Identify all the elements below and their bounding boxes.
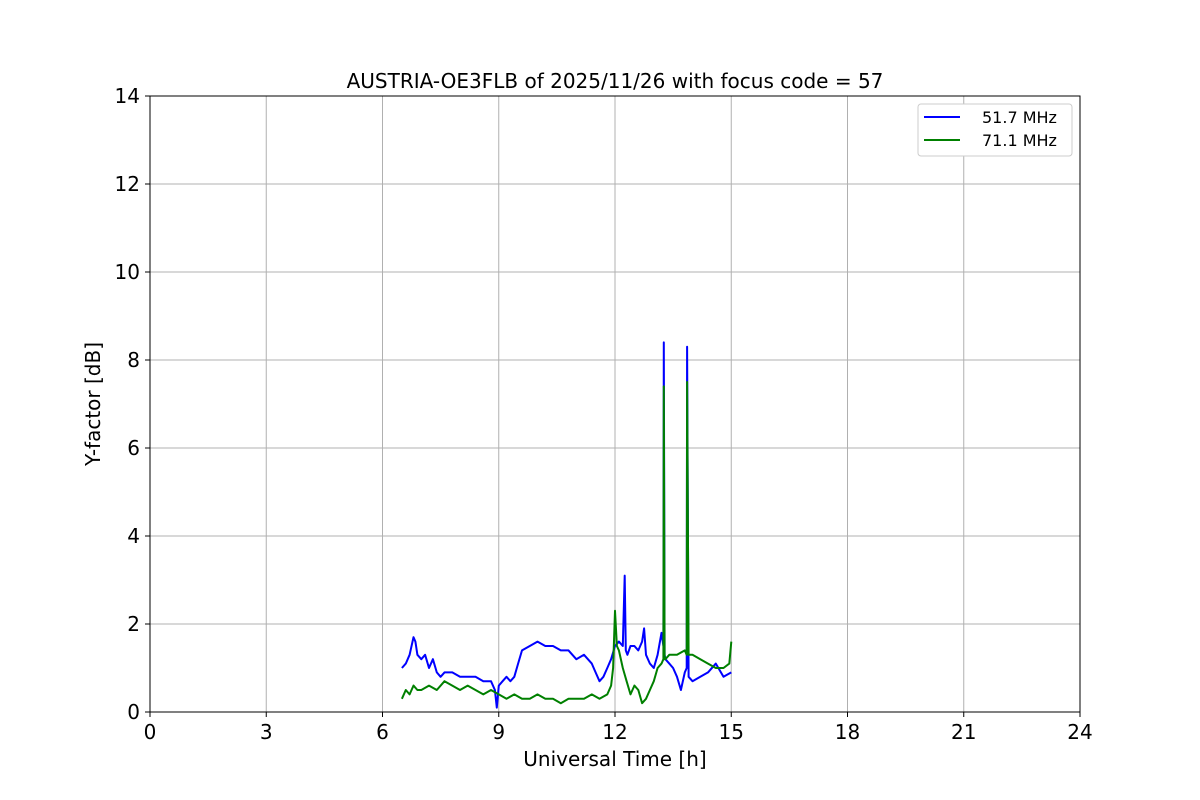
x-tick-label: 24 <box>1067 720 1092 744</box>
legend: 51.7 MHz 71.1 MHz <box>917 103 1073 157</box>
y-tick-label: 12 <box>115 172 140 196</box>
series-group <box>400 341 733 709</box>
x-tick-label: 3 <box>260 720 273 744</box>
legend-label-51-7-mhz: 51.7 MHz <box>982 108 1057 127</box>
x-tick-label: 6 <box>376 720 389 744</box>
chart-title: AUSTRIA-OE3FLB of 2025/11/26 with focus … <box>347 69 884 93</box>
legend-label-71-1-mhz: 71.1 MHz <box>982 131 1057 150</box>
series-line-51-7-mhz <box>401 341 732 709</box>
x-tick-label: 15 <box>719 720 744 744</box>
y-tick-label: 4 <box>127 524 140 548</box>
y-tick-label: 0 <box>127 700 140 724</box>
x-tick-label: 21 <box>951 720 976 744</box>
series-line-71-1-mhz <box>400 381 733 705</box>
x-tick-label: 0 <box>144 720 157 744</box>
y-tick-label: 10 <box>115 260 140 284</box>
x-tick-label: 12 <box>602 720 627 744</box>
x-tick-label: 18 <box>835 720 860 744</box>
y-tick-label: 8 <box>127 348 140 372</box>
y-axis-label: Y-factor [dB] <box>81 342 105 467</box>
x-axis-label: Universal Time [h] <box>523 747 706 771</box>
y-tick-label: 14 <box>115 84 140 108</box>
x-tick-label: 9 <box>492 720 505 744</box>
y-tick-label: 2 <box>127 612 140 636</box>
y-tick-label: 6 <box>127 436 140 460</box>
